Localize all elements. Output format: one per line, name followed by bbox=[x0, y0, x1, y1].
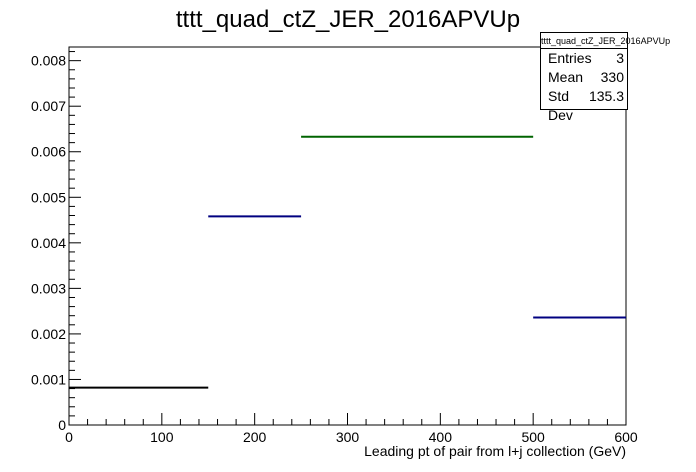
stats-row-entries: Entries 3 bbox=[541, 49, 627, 68]
stats-row-mean: Mean 330 bbox=[541, 68, 627, 87]
x-tick-label: 100 bbox=[150, 429, 174, 445]
x-tick-label: 200 bbox=[243, 429, 267, 445]
chart-title: tttt_quad_ctZ_JER_2016APVUp bbox=[175, 6, 521, 33]
y-tick-label: 0.007 bbox=[31, 98, 66, 114]
stats-mean-value: 330 bbox=[600, 69, 624, 85]
y-tick-label: 0.004 bbox=[31, 235, 66, 251]
y-tick-label: 0.002 bbox=[31, 326, 66, 342]
stats-stddev-label: Std Dev bbox=[548, 88, 573, 123]
stats-box: tttt_quad_ctZ_JER_2016APVUp Entries 3 Me… bbox=[540, 32, 670, 123]
y-tick-label: 0 bbox=[58, 417, 66, 433]
stats-box-name: tttt_quad_ctZ_JER_2016APVUp bbox=[541, 33, 670, 49]
y-tick-label: 0.008 bbox=[31, 53, 66, 69]
stats-entries-value: 3 bbox=[616, 50, 624, 66]
x-tick-label: 400 bbox=[429, 429, 453, 445]
x-tick-label: 300 bbox=[336, 429, 360, 445]
stats-entries-label: Entries bbox=[548, 50, 592, 66]
y-tick-label: 0.005 bbox=[31, 189, 66, 205]
x-axis-label: Leading pt of pair from l+j collection (… bbox=[364, 443, 626, 459]
x-tick-label: 0 bbox=[65, 429, 73, 445]
x-tick-label: 600 bbox=[614, 429, 638, 445]
y-tick-label: 0.001 bbox=[31, 371, 66, 387]
stats-row-stddev: Std Dev 135.3 bbox=[541, 87, 627, 123]
stats-mean-label: Mean bbox=[548, 69, 584, 85]
x-tick-label: 500 bbox=[521, 429, 545, 445]
y-tick-label: 0.003 bbox=[31, 280, 66, 296]
y-tick-label: 0.006 bbox=[31, 144, 66, 160]
stats-stddev-value: 135.3 bbox=[588, 88, 624, 104]
